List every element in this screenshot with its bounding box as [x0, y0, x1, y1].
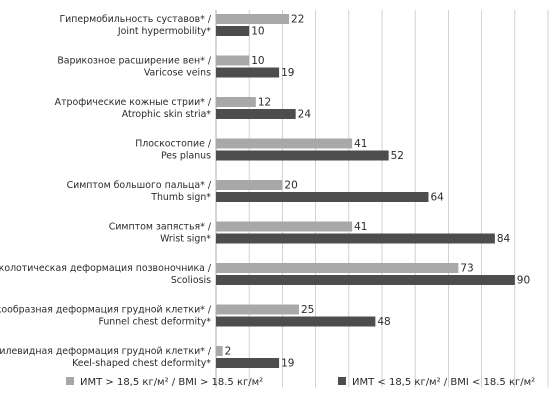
data-label: 19 — [281, 358, 294, 370]
data-label: 84 — [497, 233, 511, 245]
bar — [216, 55, 250, 66]
legend: ИМТ > 18,5 кг/м² / BMI > 18.5 кг/м² ИМТ <… — [66, 377, 535, 388]
legend-entry: ИМТ > 18,5 кг/м² / BMI > 18.5 кг/м² — [80, 377, 263, 388]
data-label: 22 — [291, 14, 304, 26]
bar — [216, 316, 376, 327]
data-label: 12 — [258, 97, 271, 109]
bar — [216, 233, 495, 244]
category-label: Pes planus — [161, 151, 211, 162]
legend-swatch — [66, 377, 74, 385]
bar — [216, 192, 429, 202]
category-label: Keel-shaped chest deformity* — [72, 358, 211, 369]
category-label: Гипермобильность суставов* / — [59, 14, 211, 25]
bar — [216, 109, 296, 119]
category-label: Атрофические кожные стрии* / — [55, 97, 212, 108]
category-label: Atrophic skin stria* — [122, 109, 212, 120]
category-label: Thumb sign* — [150, 192, 211, 203]
data-label: 19 — [281, 67, 294, 79]
data-label: 41 — [354, 138, 367, 150]
bar — [216, 97, 256, 107]
data-label: 10 — [251, 26, 264, 38]
bar — [216, 221, 353, 232]
category-label: Плоскостопие / — [135, 139, 212, 150]
category-label: Scoliosis — [171, 275, 211, 286]
data-label: 48 — [377, 316, 390, 328]
category-label: Varicose veins — [144, 68, 211, 79]
data-label: 10 — [251, 55, 264, 67]
bar — [216, 150, 389, 161]
category-label: Wrist sign* — [160, 234, 211, 245]
data-label: 24 — [298, 109, 312, 121]
data-label: 41 — [354, 221, 367, 233]
data-label: 52 — [391, 150, 404, 162]
data-label: 90 — [517, 275, 530, 287]
legend-entry: ИМТ < 18,5 кг/м² / BMI < 18.5 кг/м² — [352, 377, 535, 388]
category-label: Симптом большого пальца* / — [67, 180, 212, 191]
data-label: 64 — [430, 192, 444, 204]
bar — [216, 14, 290, 24]
bar — [216, 138, 353, 149]
data-label: 20 — [284, 180, 297, 192]
bar — [216, 275, 515, 285]
data-label: 25 — [301, 304, 314, 316]
bars — [216, 14, 515, 368]
category-label: Сколотическая деформация позвоночника / — [0, 263, 212, 274]
value-labels: 22 10 10 19 12 24 41 52 20 64 41 84 73 90 25 48 2 19 — [225, 14, 531, 370]
category-label: Килевидная деформация грудной клетки* / — [0, 346, 212, 357]
data-label: 2 — [225, 346, 232, 358]
bar — [216, 26, 250, 36]
category-label: Варикозное расширение вен* / — [57, 56, 212, 67]
bar — [216, 67, 280, 78]
bar — [216, 358, 280, 368]
bar — [216, 263, 459, 273]
bar — [216, 180, 283, 190]
legend-swatch — [338, 377, 346, 385]
data-label: 73 — [460, 263, 473, 275]
bar — [216, 346, 223, 356]
category-label: Воронкообразная деформация грудной клетк… — [0, 305, 212, 316]
category-labels: Гипермобильность суставов* /Joint hyperm… — [0, 14, 212, 369]
category-label: Funnel chest deformity* — [98, 317, 211, 328]
category-label: Joint hypermobility* — [117, 26, 211, 37]
category-label: Симптом запястья* / — [109, 222, 212, 233]
bar — [216, 304, 299, 315]
